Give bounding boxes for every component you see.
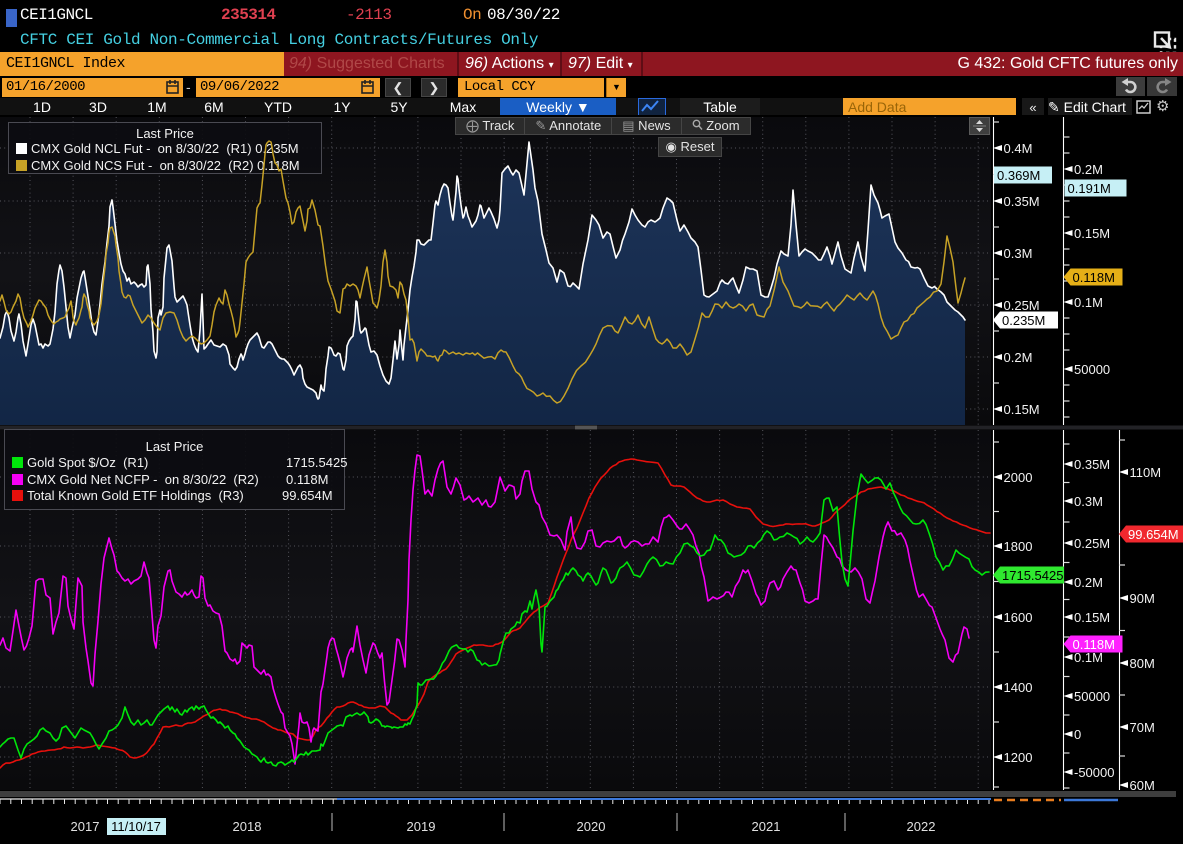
svg-text:0.1M: 0.1M — [1074, 295, 1103, 310]
svg-text:110M: 110M — [1130, 465, 1162, 480]
svg-text:0.2M: 0.2M — [1074, 162, 1103, 177]
svg-text:0.35M: 0.35M — [1074, 457, 1110, 472]
svg-text:90M: 90M — [1130, 591, 1155, 606]
svg-text:2020: 2020 — [577, 819, 606, 834]
svg-text:0.1M: 0.1M — [1074, 650, 1103, 665]
svg-text:0.15M: 0.15M — [1074, 610, 1110, 625]
svg-text:60M: 60M — [1130, 778, 1155, 793]
svg-text:50000: 50000 — [1074, 689, 1110, 704]
svg-text:1715.5425: 1715.5425 — [1002, 568, 1063, 583]
svg-text:2017: 2017 — [71, 819, 100, 834]
svg-text:80M: 80M — [1130, 656, 1155, 671]
svg-text:0.35M: 0.35M — [1004, 194, 1040, 209]
svg-text:2019: 2019 — [407, 819, 436, 834]
svg-text:1400: 1400 — [1004, 680, 1033, 695]
svg-text:0.3M: 0.3M — [1004, 246, 1033, 261]
svg-text:0.15M: 0.15M — [1074, 226, 1110, 241]
svg-text:2018: 2018 — [233, 819, 262, 834]
svg-text:0.25M: 0.25M — [1074, 536, 1110, 551]
svg-text:1800: 1800 — [1004, 539, 1033, 554]
svg-text:0.235M: 0.235M — [1002, 313, 1045, 328]
svg-text:1200: 1200 — [1004, 750, 1033, 765]
svg-text:0.2M: 0.2M — [1004, 350, 1033, 365]
svg-text:0.191M: 0.191M — [1068, 181, 1111, 196]
svg-text:0.25M: 0.25M — [1004, 298, 1040, 313]
svg-text:50000: 50000 — [1074, 362, 1110, 377]
svg-text:11/10/17: 11/10/17 — [111, 819, 161, 834]
svg-text:1600: 1600 — [1004, 610, 1033, 625]
svg-text:0.118M: 0.118M — [1073, 270, 1115, 285]
svg-text:2000: 2000 — [1004, 470, 1033, 485]
svg-text:0.369M: 0.369M — [997, 168, 1040, 183]
svg-text:99.654M: 99.654M — [1128, 527, 1179, 542]
svg-text:70M: 70M — [1130, 720, 1155, 735]
svg-text:2021: 2021 — [752, 819, 781, 834]
svg-text:2022: 2022 — [907, 819, 936, 834]
svg-text:0.4M: 0.4M — [1004, 141, 1033, 156]
svg-text:0.2M: 0.2M — [1074, 575, 1103, 590]
svg-text:0.15M: 0.15M — [1004, 402, 1040, 417]
svg-text:0.118M: 0.118M — [1073, 637, 1115, 652]
svg-text:-50000: -50000 — [1074, 765, 1114, 780]
svg-text:0: 0 — [1074, 727, 1081, 742]
svg-text:0.3M: 0.3M — [1074, 494, 1103, 509]
